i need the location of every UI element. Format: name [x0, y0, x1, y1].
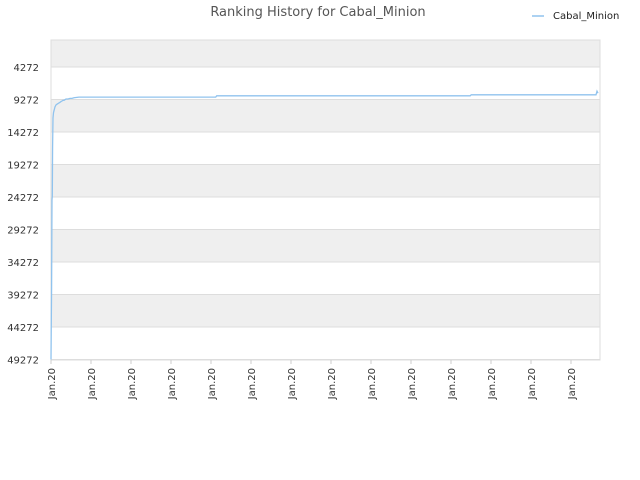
plot-band [51, 164, 600, 197]
plot-band [51, 67, 600, 100]
plot-frame [50, 39, 601, 361]
x-tick-label: Jan.20 [527, 368, 538, 400]
x-tick-label: Jan.20 [487, 368, 498, 400]
legend-label: Cabal_Minion [553, 11, 619, 22]
plot-band [51, 197, 600, 230]
y-tick-label: 29272 [7, 226, 39, 237]
plot-band [51, 229, 600, 262]
x-tick-label: Jan.20 [567, 368, 578, 400]
plot-band [51, 294, 600, 327]
x-tick-label: Jan.20 [447, 368, 458, 400]
y-tick-label: 19272 [7, 161, 39, 172]
y-tick-label: 44272 [7, 323, 39, 334]
grid-lines [50, 39, 601, 361]
y-tick-label: 14272 [7, 128, 39, 139]
legend: Cabal_Minion [532, 11, 619, 22]
x-tick-label: Jan.20 [87, 368, 98, 400]
y-tick-label: 4272 [14, 63, 39, 74]
y-axis: 4272 9272 14272 19272 24272 29272 34272 39272 44… [7, 63, 39, 367]
plot-bands [51, 40, 600, 360]
plot-band [51, 262, 600, 295]
y-tick-label: 34272 [7, 258, 39, 269]
series-layer [50, 89, 599, 360]
x-tick-label: Jan.20 [47, 368, 58, 400]
chart-title: Ranking History for Cabal_Minion [210, 5, 425, 20]
plot-band [51, 132, 600, 165]
x-tick-label: Jan.20 [127, 368, 138, 400]
x-tick-label: Jan.20 [247, 368, 258, 400]
x-tick-label: Jan.20 [287, 368, 298, 400]
y-tick-label: 9272 [14, 96, 39, 107]
x-tick-label: Jan.20 [167, 368, 178, 400]
y-tick-label: 49272 [7, 356, 39, 367]
x-tick-label: Jan.20 [407, 368, 418, 400]
y-tick-label: 39272 [7, 291, 39, 302]
y-tick-label: 24272 [7, 193, 39, 204]
plot-band [51, 40, 600, 67]
plot-band [51, 99, 600, 132]
x-tick-label: Jan.20 [327, 368, 338, 400]
x-tick-label: Jan.20 [207, 368, 218, 400]
x-axis: Jan.20 Jan.20 Jan.20 Jan.20 Jan.20 Jan.20 Jan.… [47, 360, 578, 400]
series-line [50, 89, 599, 360]
plot-band [51, 327, 600, 360]
x-tick-label: Jan.20 [367, 368, 378, 400]
